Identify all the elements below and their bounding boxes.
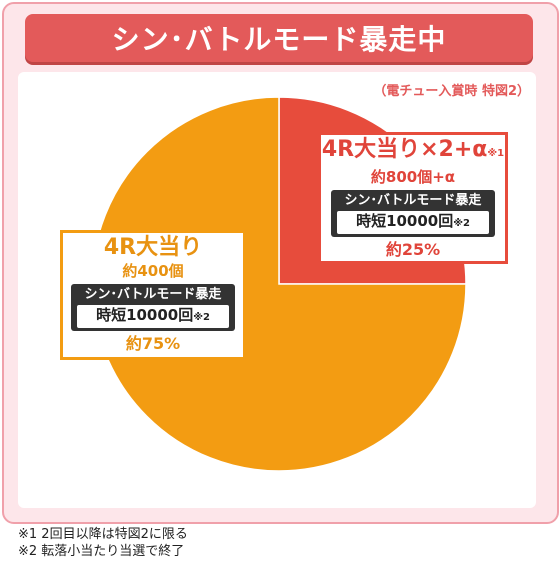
mode-badge: シン･バトルモード暴走 時短10000回※2 (71, 284, 235, 331)
chart-title: シン･バトルモード暴走中 (111, 23, 447, 56)
mode-badge: シン･バトルモード暴走 時短10000回※2 (331, 190, 495, 237)
slice-label-title: 4R大当り (103, 235, 203, 260)
footnote-1: ※1 2回目以降は特図2に限る (18, 527, 188, 542)
mode-name: シン･バトルモード暴走 (344, 193, 482, 208)
mode-name: シン･バトルモード暴走 (84, 287, 222, 302)
slice-label-payout: 約400個 (122, 262, 184, 280)
footnote-2: ※2 転落小当たり当選で終了 (18, 544, 185, 559)
slice-label-percent: 約75% (125, 334, 181, 353)
condition-note: （電チュー入賞時 特図2） (373, 84, 530, 99)
slice-label-4r: 4R大当り 約400個 シン･バトルモード暴走 時短10000回※2 約75% (60, 230, 246, 360)
jitan-count: 時短10000回※2 (77, 305, 229, 328)
footnotes: ※1 2回目以降は特図2に限る ※2 転落小当たり当選で終了 (18, 526, 188, 560)
title-bar: シン･バトルモード暴走中 (25, 14, 533, 62)
pie-slice-4r (91, 96, 467, 472)
slice-label-payout: 約800個+α (370, 168, 456, 186)
jitan-count: 時短10000回※2 (337, 211, 489, 234)
slice-label-4r-x2: 4R大当り×2+α※1 約800個+α シン･バトルモード暴走 時短10000回… (318, 132, 508, 264)
slice-label-percent: 約25% (385, 240, 441, 259)
slice-label-title: 4R大当り×2+α※1 (321, 137, 505, 162)
